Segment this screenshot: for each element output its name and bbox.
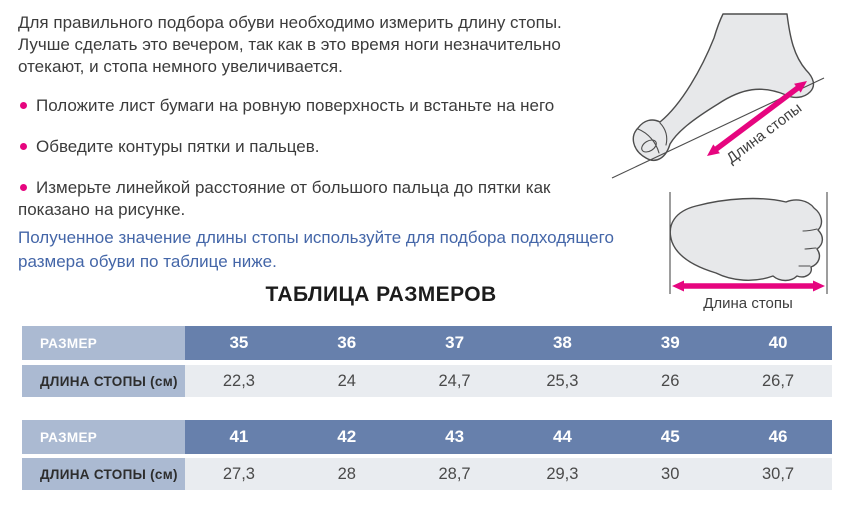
size-value: 37: [445, 333, 465, 352]
step-text: Измерьте линейкой расстояние от большого…: [18, 178, 551, 219]
length-value: 27,3: [222, 464, 255, 483]
size-value: 41: [229, 427, 249, 446]
toe-line: [802, 228, 818, 232]
intro-paragraph: Для правильного подбора обуви необходимо…: [18, 13, 562, 76]
foot-side-view-illustration: Длина стопы: [611, 13, 825, 179]
length-row-41-46: ДЛИНА СТОПЫ (см) 27,3 28 28,7 29,3 30 30…: [22, 458, 832, 490]
instruction-step-3: Измерьте линейкой расстояние от большого…: [18, 177, 678, 221]
toe-line: [804, 247, 817, 250]
toenail: [641, 139, 657, 153]
length-value: 28,7: [438, 464, 471, 483]
arrowhead: [813, 280, 825, 292]
length-value: 24: [337, 371, 356, 390]
length-value: 26: [661, 371, 680, 390]
size-value: 35: [229, 333, 249, 352]
size-value: 36: [337, 333, 357, 352]
measure-arrow: [711, 83, 803, 154]
size-table-title: ТАБЛИЦА РАЗМЕРОВ: [265, 283, 497, 306]
bullet-icon: [20, 142, 27, 150]
size-value: 45: [660, 427, 680, 446]
size-value: 42: [337, 427, 357, 446]
size-cells: 41 42 43 44 45 46: [185, 420, 832, 454]
foot-sole-view-illustration: Длина стопы: [669, 192, 828, 312]
toe-line: [659, 122, 668, 146]
length-value: 28: [337, 464, 356, 483]
size-value: 43: [445, 427, 465, 446]
size-value: 39: [660, 333, 680, 352]
bullet-icon: [20, 183, 27, 191]
length-value: 25,3: [546, 371, 579, 390]
arrowhead: [672, 280, 684, 292]
length-cells: 22,3 24 24,7 25,3 26 26,7: [185, 365, 832, 397]
instruction-step-1: Положите лист бумаги на ровную поверхнос…: [18, 95, 678, 117]
instruction-step-2: Обведите контуры пятки и пальцев.: [18, 136, 678, 158]
length-value: 30: [661, 464, 680, 483]
length-cells: 27,3 28 28,7 29,3 30 30,7: [185, 458, 832, 490]
arrowhead: [794, 81, 807, 93]
length-row-header: ДЛИНА СТОПЫ (см): [22, 365, 185, 397]
length-value: 29,3: [546, 464, 579, 483]
foot-outline: [669, 197, 824, 282]
size-cells: 35 36 37 38 39 40: [185, 326, 832, 360]
big-toe-line: [637, 128, 660, 154]
length-row-header: ДЛИНА СТОПЫ (см): [22, 458, 185, 490]
size-row-header: РАЗМЕР: [22, 326, 185, 360]
size-value: 44: [552, 427, 572, 446]
size-row-header: РАЗМЕР: [22, 420, 185, 454]
bullet-icon: [20, 101, 27, 109]
foot-outline: [632, 13, 815, 162]
size-value: 38: [552, 333, 572, 352]
size-value: 46: [768, 427, 788, 446]
measure-label: Длина стопы: [703, 295, 793, 312]
step-text: Обведите контуры пятки и пальцев.: [36, 137, 320, 156]
length-value: 24,7: [438, 371, 471, 390]
note-paragraph: Полученное значение длины стопы использу…: [18, 228, 614, 271]
arrowhead: [707, 144, 720, 156]
size-row-41-46: РАЗМЕР 41 42 43 44 45 46: [22, 420, 832, 454]
size-row-35-40: РАЗМЕР 35 36 37 38 39 40: [22, 326, 832, 360]
length-row-35-40: ДЛИНА СТОПЫ (см) 22,3 24 24,7 25,3 26 26…: [22, 365, 832, 397]
length-value: 26,7: [761, 371, 795, 390]
length-value: 30,7: [761, 464, 795, 483]
step-text: Положите лист бумаги на ровную поверхнос…: [36, 96, 555, 115]
size-value: 40: [768, 333, 788, 352]
length-value: 22,3: [222, 371, 255, 390]
